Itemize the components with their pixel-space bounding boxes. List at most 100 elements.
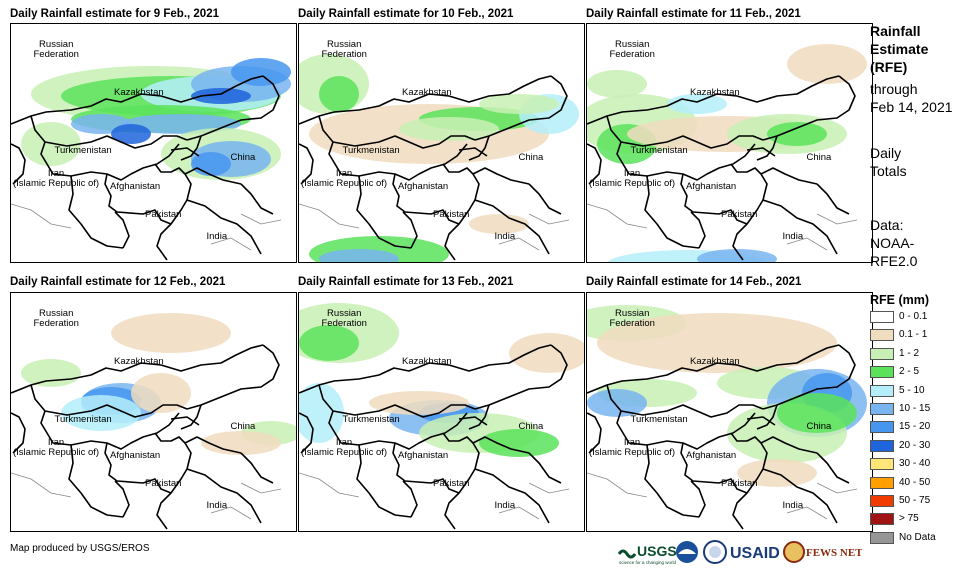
country-border [240, 452, 274, 484]
rainfall-area [61, 395, 141, 431]
country-label-pakistan: Pakistan [145, 209, 182, 220]
rainfall-shading [587, 44, 867, 262]
country-label-russia: Russian Federation [321, 308, 367, 329]
rainfall-area [111, 313, 231, 353]
rainfall-area [201, 431, 281, 455]
country-border [528, 452, 562, 484]
minor-borders [299, 203, 570, 251]
map-credit: Map produced by USGS/EROS [10, 543, 150, 554]
country-label-afghanistan: Afghanistan [110, 181, 161, 192]
rainfall-area [787, 44, 867, 84]
country-label-kazakhstan: Kazakhstan [690, 356, 740, 367]
country-label-afghanistan: Afghanistan [686, 450, 737, 461]
country-border [40, 141, 180, 181]
usgs-logo: USGS science for a changing world [617, 543, 677, 565]
country-border [104, 173, 172, 225]
country-border [472, 167, 530, 185]
legend-swatch [870, 513, 894, 526]
country-label-turkmenistan: Turkmenistan [630, 414, 688, 425]
country-border [114, 211, 130, 249]
country-border [606, 384, 764, 418]
country-label-pakistan: Pakistan [721, 209, 758, 220]
country-border [474, 344, 568, 410]
country-border [328, 410, 468, 450]
country-border [442, 163, 480, 261]
country-border [587, 75, 840, 125]
country-border [616, 141, 756, 181]
country-border [730, 432, 768, 530]
legend-label: 50 - 75 [899, 495, 931, 506]
country-border [186, 199, 262, 255]
minor-borders [299, 472, 570, 520]
legend-swatch [870, 403, 894, 415]
legend-swatch [870, 439, 894, 452]
country-border [11, 344, 264, 394]
country-label-turkmenistan: Turkmenistan [54, 145, 112, 156]
country-border [392, 173, 460, 225]
rainfall-map [299, 303, 584, 530]
country-border [680, 173, 748, 225]
country-border [680, 442, 748, 494]
usaid-logo-text: USAID [730, 545, 780, 562]
country-border [186, 468, 262, 524]
country-border [186, 75, 280, 141]
country-border [11, 412, 26, 454]
rainfall-area [369, 391, 469, 415]
rainfall-area [399, 117, 499, 141]
country-border [318, 115, 476, 149]
legend-swatch [870, 531, 894, 544]
country-border [154, 163, 192, 261]
country-borders [11, 75, 280, 261]
country-label-china: China [518, 421, 544, 432]
minor-borders [587, 472, 858, 520]
country-border [746, 147, 776, 157]
country-border [402, 480, 418, 518]
rainfall-area [131, 373, 191, 413]
usaid-seal-icon [703, 540, 727, 564]
country-label-afghanistan: Afghanistan [398, 181, 449, 192]
country-border [474, 468, 550, 524]
rainfall-area [319, 76, 359, 112]
country-label-kazakhstan: Kazakhstan [690, 87, 740, 98]
country-label-india: India [494, 500, 516, 511]
country-border [114, 480, 130, 518]
legend-swatch [870, 366, 894, 379]
country-label-pakistan: Pakistan [433, 209, 470, 220]
legend-swatch [870, 329, 894, 342]
country-border [760, 167, 818, 185]
usaid-logo: USAID [730, 545, 780, 562]
panel-title-1: Daily Rainfall estimate for 9 Feb., 2021 [10, 8, 219, 20]
legend-label: 0.1 - 1 [899, 329, 928, 341]
country-border [644, 175, 700, 249]
legend-swatch [870, 476, 894, 489]
country-label-china: China [518, 152, 544, 163]
country-label-kazakhstan: Kazakhstan [402, 356, 452, 367]
country-border [690, 480, 706, 518]
legend-label: No Data [899, 531, 936, 543]
country-border [442, 432, 480, 530]
rainfall-area [479, 429, 559, 457]
minor-borders [587, 203, 858, 251]
legend-swatch [870, 347, 894, 360]
country-border [356, 444, 412, 518]
country-border [104, 442, 172, 494]
country-label-india: India [206, 231, 228, 242]
country-label-kazakhstan: Kazakhstan [114, 87, 164, 98]
data-label: Data: [870, 217, 904, 233]
country-label-china: China [230, 421, 256, 432]
usgs-logo-text: USGS [637, 543, 677, 559]
country-label-iran: Iran (Islamic Republic of) [13, 168, 100, 189]
rainfall-shading [299, 54, 579, 262]
country-border [184, 436, 242, 454]
country-label-iran: Iran (Islamic Republic of) [13, 437, 100, 458]
legend-label: 2 - 5 [899, 366, 920, 378]
map-panel-4: Russian Federation Kazakhstan Turkmenistan I… [10, 292, 297, 532]
country-borders [11, 344, 280, 530]
totals-label: Totals [870, 163, 907, 179]
country-border [299, 412, 314, 454]
country-border [474, 75, 568, 141]
fews-net-logo-text: FEWS NET [806, 547, 862, 559]
country-border [318, 384, 476, 418]
country-label-russia: Russian Federation [321, 39, 367, 60]
map-panel-6: Russian Federation Kazakhstan Turkmenistan I… [586, 292, 873, 532]
